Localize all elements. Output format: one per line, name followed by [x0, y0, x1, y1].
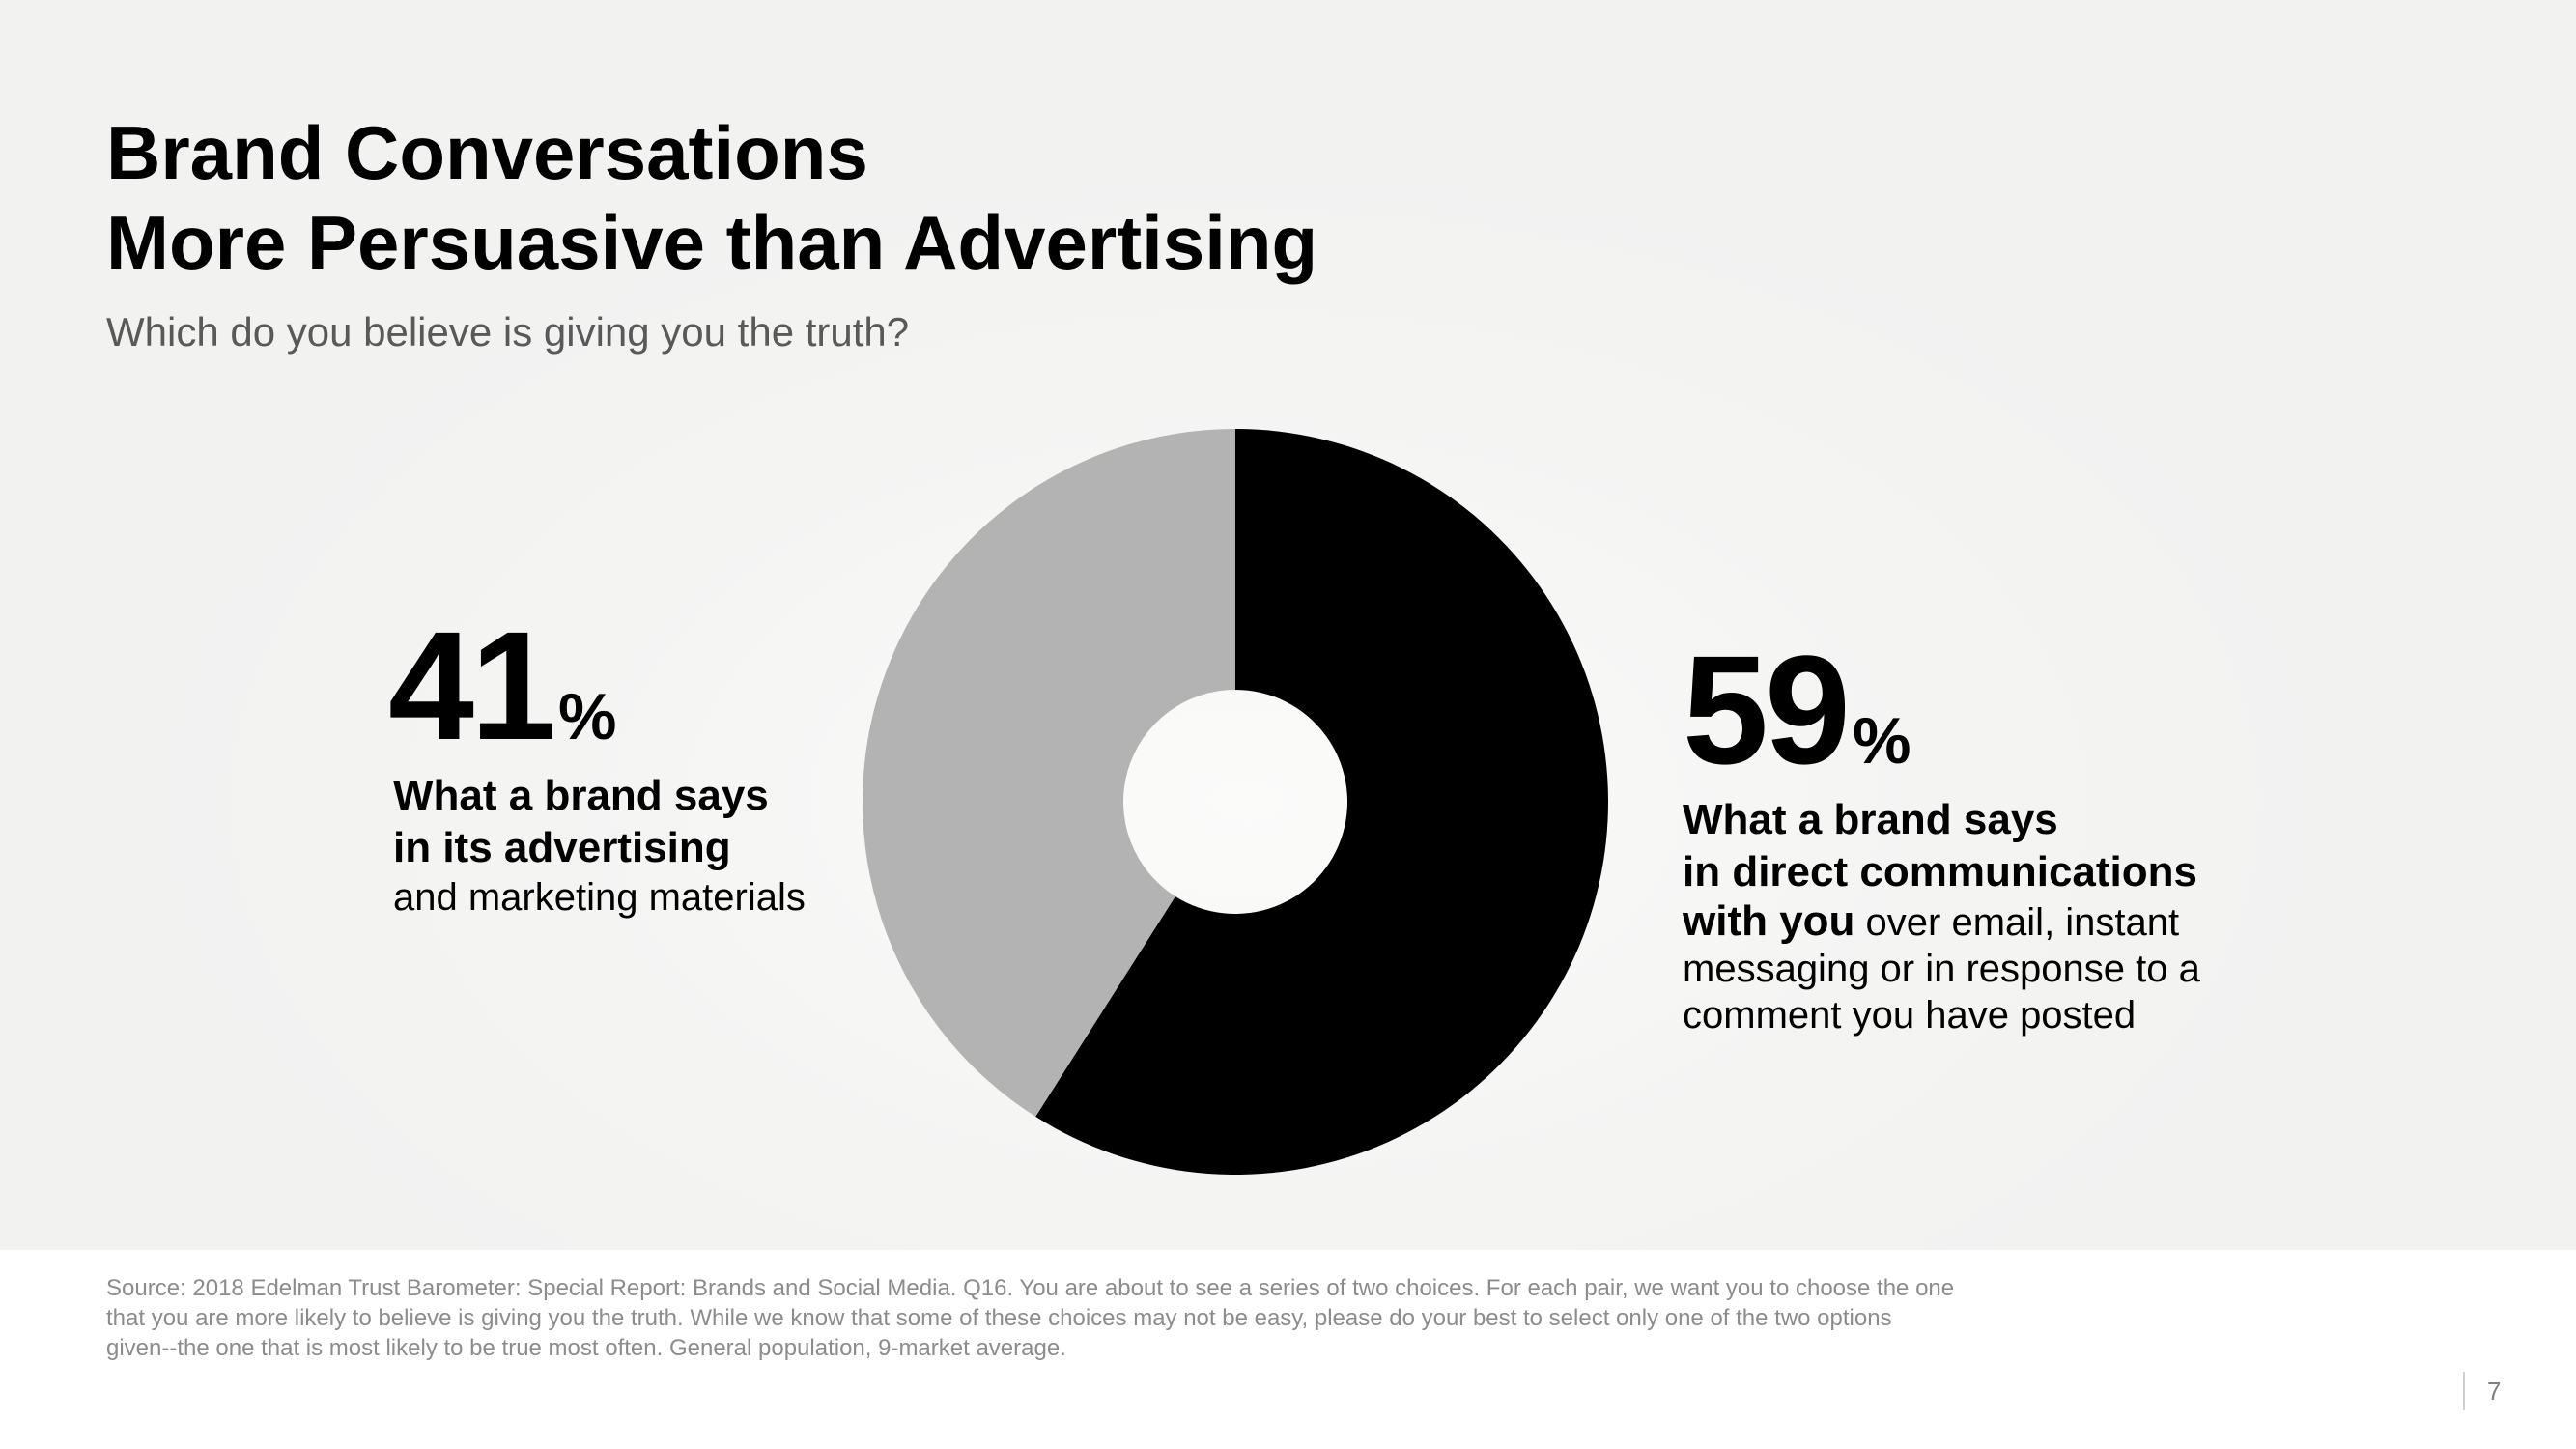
left-stat-number: 41 [388, 599, 556, 772]
right-desc-bold-3: with you [1683, 897, 1855, 945]
right-desc-regular-inline: over email, instant [1854, 901, 2180, 944]
left-desc-bold-1: What a brand says [393, 772, 769, 819]
subtitle: Which do you believe is giving you the t… [106, 309, 910, 355]
right-stat-description: What a brand says in direct communicatio… [1683, 794, 2200, 1038]
title-line-1: Brand Conversations [106, 110, 868, 195]
donut-chart [863, 429, 1608, 1175]
source-footnote: Source: 2018 Edelman Trust Barometer: Sp… [106, 1275, 1955, 1361]
right-desc-regular-2: messaging or in response to a [1683, 948, 2200, 990]
title-line-2: More Persuasive than Advertising [106, 200, 1318, 285]
right-desc-bold-1: What a brand says [1683, 796, 2058, 843]
donut-slice-direct-communications [1035, 429, 1608, 1175]
right-desc-line-3: with you over email, instant [1683, 898, 2200, 946]
page-number: 7 [2487, 1377, 2502, 1406]
left-stat-value: 41% [388, 609, 616, 763]
left-desc-regular: and marketing materials [393, 876, 806, 919]
left-stat-description: What a brand says in its advertising and… [393, 770, 806, 921]
left-stat-unit: % [557, 680, 617, 753]
page-number-divider [2463, 1372, 2465, 1410]
right-stat-unit: % [1852, 704, 1911, 778]
right-stat-value: 59% [1683, 633, 1911, 787]
donut-slice-advertising [863, 429, 1235, 1117]
right-desc-bold-2: in direct communications [1683, 848, 2197, 895]
right-desc-regular-3: comment you have posted [1683, 994, 2137, 1037]
right-stat-number: 59 [1683, 623, 1851, 796]
left-desc-bold-2: in its advertising [393, 824, 731, 871]
